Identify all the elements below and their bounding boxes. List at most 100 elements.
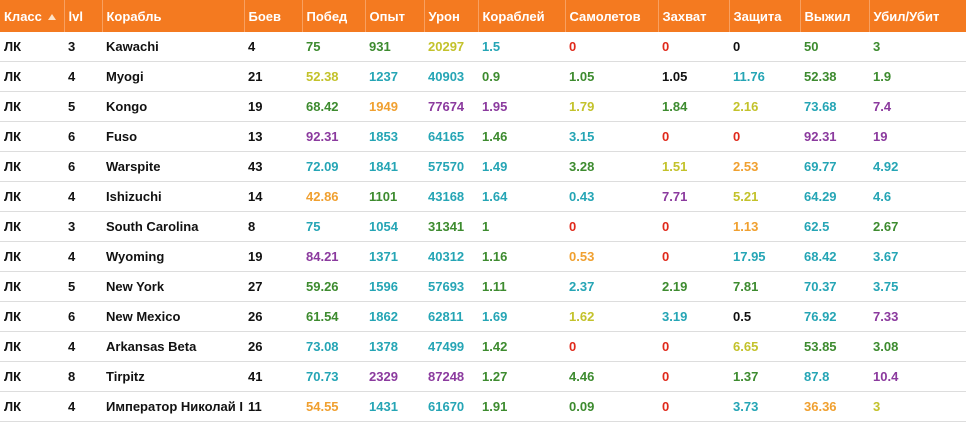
cell-text: 50 <box>804 39 819 54</box>
cell-text: 1.62 <box>569 309 595 324</box>
cell-text: 40903 <box>428 69 465 84</box>
table-cell: Kawachi <box>102 32 244 62</box>
cell-text: 1949 <box>369 99 398 114</box>
table-cell: 3.75 <box>869 271 966 302</box>
table-cell: 4.6 <box>869 181 966 212</box>
table-cell: 1.79 <box>565 91 658 122</box>
table-cell: 1.91 <box>478 391 565 422</box>
table-cell: 87248 <box>424 361 478 392</box>
cell-text: Боев <box>248 8 282 24</box>
cell-text: Побед <box>306 8 348 24</box>
cell-text: Император Николай I <box>106 399 243 414</box>
table-row: ЛК 6 Fuso 13 92.31 1853 64165 1.46 3.15 0 0 92.31 19 <box>0 121 966 152</box>
column-header[interactable]: Побед <box>302 0 366 32</box>
table-cell: Kongo <box>102 91 244 122</box>
column-header[interactable]: Кораблей <box>478 0 566 32</box>
column-header[interactable]: Убил/Убит <box>869 0 966 32</box>
column-header[interactable]: Выжил <box>800 0 870 32</box>
column-header[interactable]: Защита <box>729 0 801 32</box>
cell-text: 1.49 <box>482 159 508 174</box>
cell-text: 4 <box>68 249 76 264</box>
header-row: Класс lvl Корабль Боев Побед Опыт Урон Кораблей… <box>0 0 966 32</box>
table-cell: 0 <box>565 211 658 242</box>
column-header[interactable]: Самолетов <box>565 0 659 32</box>
sort-arrow <box>47 13 56 20</box>
table-cell: ЛК <box>0 331 64 362</box>
column-header[interactable]: Корабль <box>102 0 245 32</box>
column-header[interactable]: Опыт <box>365 0 425 32</box>
column-header[interactable]: lvl <box>64 0 103 32</box>
table-cell: 43168 <box>424 181 478 212</box>
cell-text: 70.37 <box>804 279 837 294</box>
table-cell: 6 <box>64 301 102 332</box>
cell-text: 0.9 <box>482 69 501 84</box>
cell-text: ЛК <box>4 129 22 144</box>
cell-text: 19 <box>873 129 888 144</box>
cell-text: 1.9 <box>873 69 892 84</box>
table-cell: 1.13 <box>729 211 800 242</box>
cell-text: 1.51 <box>662 159 688 174</box>
cell-text: 7.71 <box>662 189 688 204</box>
cell-text: Захват <box>662 8 707 24</box>
cell-text: Опыт <box>369 8 405 24</box>
cell-text: Warspite <box>106 159 161 174</box>
table-row: ЛК 4 Wyoming 19 84.21 1371 40312 1.16 0.53 0 17.95… <box>0 241 966 272</box>
cell-text: ЛК <box>4 249 22 264</box>
cell-text: 4.46 <box>569 369 595 384</box>
table-cell: 92.31 <box>800 121 869 152</box>
table-cell: 0 <box>658 361 729 392</box>
cell-text: 3.19 <box>662 309 688 324</box>
cell-text: ЛК <box>4 69 22 84</box>
column-header[interactable]: Урон <box>424 0 479 32</box>
cell-text: 2.67 <box>873 219 899 234</box>
table-cell: Warspite <box>102 151 244 182</box>
table-cell: 64.29 <box>800 181 869 212</box>
table-cell: 931 <box>365 32 424 62</box>
table-cell: 19 <box>244 91 302 122</box>
table-cell: 0 <box>565 32 658 62</box>
cell-text: 6 <box>68 309 76 324</box>
cell-text: 0 <box>662 219 670 234</box>
table-cell: ЛК <box>0 271 64 302</box>
cell-text: 4 <box>68 189 76 204</box>
table-cell: 1.95 <box>478 91 565 122</box>
table-cell: 1101 <box>365 181 424 212</box>
cell-text: 36.36 <box>804 399 837 414</box>
table-cell: 52.38 <box>302 61 365 92</box>
column-header[interactable]: Боев <box>244 0 303 32</box>
cell-text: 43 <box>248 159 263 174</box>
table-cell: 6.65 <box>729 331 800 362</box>
table-cell: 4.92 <box>869 151 966 182</box>
table-cell: 0 <box>658 241 729 272</box>
table-cell: 3 <box>64 211 102 242</box>
cell-text: South Carolina <box>106 219 199 234</box>
cell-text: 59.26 <box>306 279 339 294</box>
table-cell: 62811 <box>424 301 478 332</box>
cell-text: 1.79 <box>569 99 595 114</box>
cell-text: 1.16 <box>482 249 508 264</box>
table-cell: 1841 <box>365 151 424 182</box>
table-cell: 6 <box>64 121 102 152</box>
table-cell: ЛК <box>0 181 64 212</box>
cell-text: 1431 <box>369 399 398 414</box>
table-cell: 0 <box>729 121 800 152</box>
table-body: ЛК 3 Kawachi 4 75 931 20297 1.5 0 0 0 50 3 ЛК 4 Myogi 21… <box>0 32 966 422</box>
column-header[interactable]: Захват <box>658 0 730 32</box>
table-row: ЛК 5 Kongo 19 68.42 1949 77674 1.95 1.79 1.84 2.16… <box>0 91 966 122</box>
column-header[interactable]: Класс <box>0 0 65 32</box>
table-cell: 3.08 <box>869 331 966 362</box>
table-cell: 3 <box>64 32 102 62</box>
table-cell: 0.53 <box>565 241 658 272</box>
table-cell: 3.28 <box>565 151 658 182</box>
table-cell: 1.84 <box>658 91 729 122</box>
cell-text: 3 <box>873 39 881 54</box>
table-cell: 1.69 <box>478 301 565 332</box>
table-cell: 1.37 <box>729 361 800 392</box>
table-cell: 36.36 <box>800 391 869 422</box>
table-cell: 4 <box>64 241 102 272</box>
table-cell: 6 <box>64 151 102 182</box>
table-cell: ЛК <box>0 151 64 182</box>
table-cell: 62.5 <box>800 211 869 242</box>
table-cell: 40312 <box>424 241 478 272</box>
table-cell: 0 <box>658 211 729 242</box>
